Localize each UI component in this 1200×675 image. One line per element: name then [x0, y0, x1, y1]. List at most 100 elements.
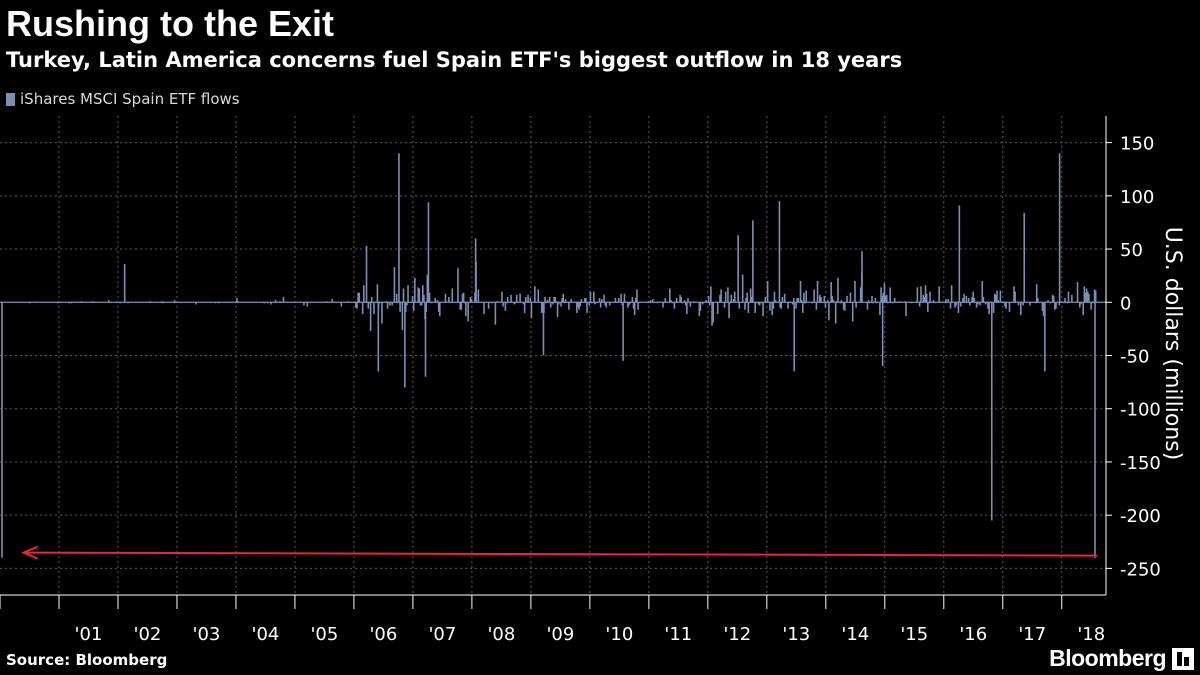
- flow-bar: [787, 302, 789, 309]
- flow-bar: [637, 302, 639, 310]
- flow-bar: [997, 300, 999, 303]
- flow-bar: [470, 299, 473, 303]
- flow-bar: [749, 288, 752, 303]
- flow-bar: [792, 298, 795, 303]
- flow-bar: [357, 292, 359, 303]
- annotation-arrowhead: [21, 545, 38, 560]
- flow-bar: [373, 302, 375, 314]
- flow-bar: [860, 272, 863, 303]
- flow-bar: [984, 302, 987, 305]
- flow-bar: [576, 302, 578, 313]
- flow-bar: [813, 289, 815, 303]
- flow-bar: [620, 293, 622, 303]
- flow-bar: [1052, 295, 1055, 303]
- flow-bar: [771, 302, 773, 316]
- flow-bar: [965, 295, 968, 303]
- flow-bar: [1064, 298, 1066, 303]
- flow-bar: [599, 302, 602, 308]
- flow-bar: [579, 302, 582, 307]
- flow-bar: [1067, 291, 1070, 303]
- flow-bar: [501, 291, 503, 303]
- flow-bar: [741, 274, 744, 303]
- flow-bar: [987, 302, 989, 309]
- y-tick-label: 0: [1120, 293, 1131, 314]
- flow-bar: [544, 296, 546, 303]
- flow-bar: [420, 302, 423, 306]
- flow-bar: [699, 302, 702, 311]
- flow-bar: [803, 292, 805, 303]
- brand-logo: Bloomberg: [1049, 645, 1166, 671]
- grid-lines: [0, 116, 1106, 595]
- y-axis-label: U.S. dollars (millions): [1160, 227, 1185, 461]
- flow-bar: [465, 302, 467, 317]
- flow-bar: [874, 298, 877, 303]
- flow-bar: [1058, 153, 1061, 303]
- flow-bar: [561, 298, 563, 303]
- flow-bar: [513, 302, 516, 305]
- flow-bar: [967, 298, 970, 303]
- flow-bar: [885, 294, 888, 303]
- flow-bar: [1043, 302, 1046, 306]
- flow-bar: [1086, 291, 1089, 303]
- flow-bar: [954, 302, 956, 308]
- flow-bar: [675, 298, 678, 303]
- chart-subtitle: Turkey, Latin America concerns fuel Spai…: [6, 48, 903, 72]
- flow-bar: [799, 280, 802, 303]
- flow-bar: [586, 302, 588, 313]
- flow-bar: [622, 302, 624, 361]
- flow-bar: [673, 302, 676, 309]
- flow-bar: [791, 302, 794, 305]
- flow-bar: [842, 302, 845, 310]
- x-tick-label: '13: [782, 624, 810, 645]
- flow-bar: [993, 293, 996, 303]
- legend-swatch: [6, 92, 15, 106]
- flow-bar: [426, 274, 429, 303]
- flow-bar: [1084, 292, 1087, 303]
- x-tick-label: '02: [134, 624, 162, 645]
- flow-bar: [1058, 302, 1061, 306]
- x-tick-label: '14: [841, 624, 869, 645]
- flow-bar: [274, 300, 277, 303]
- flow-bar: [1017, 302, 1020, 306]
- flow-bar: [992, 302, 995, 313]
- flow-bar: [732, 299, 735, 303]
- flow-bar: [747, 302, 750, 313]
- flow-bar: [1088, 293, 1090, 303]
- x-tick-label: '18: [1077, 624, 1105, 645]
- flow-bar: [568, 302, 570, 310]
- flow-bar: [1051, 294, 1054, 303]
- flow-bar: [882, 292, 885, 303]
- flow-bar: [758, 302, 761, 306]
- x-tick-label: '07: [428, 624, 456, 645]
- flow-bar: [832, 300, 835, 303]
- flow-bar: [819, 294, 821, 303]
- flow-bar: [564, 299, 567, 303]
- x-tick-label: '01: [75, 624, 103, 645]
- flow-bar: [548, 296, 551, 303]
- flow-bar: [608, 302, 611, 306]
- flow-bar: [461, 293, 464, 303]
- y-tick-label: -250: [1120, 559, 1161, 580]
- flow-bar: [920, 286, 922, 303]
- flow-bar: [929, 291, 931, 303]
- flow-bar: [1080, 302, 1082, 305]
- flow-bar: [483, 302, 485, 314]
- flow-bar: [1013, 286, 1015, 303]
- flow-bar: [406, 302, 408, 306]
- flow-bar: [594, 302, 596, 305]
- y-tick-label: 150: [1120, 134, 1154, 155]
- flow-bar: [824, 302, 827, 308]
- x-tick-label: '15: [900, 624, 928, 645]
- flow-bar: [460, 302, 463, 310]
- flow-bar: [1076, 282, 1079, 303]
- flow-bar: [540, 302, 543, 313]
- flow-bar: [733, 291, 736, 303]
- flow-bar: [932, 300, 935, 303]
- flow-bar: [417, 287, 420, 303]
- flow-bar: [922, 294, 925, 303]
- flow-bar: [627, 302, 629, 308]
- flow-bar: [851, 302, 854, 322]
- flow-bar: [766, 280, 769, 303]
- flow-bar: [414, 277, 416, 303]
- flow-bar: [971, 296, 973, 303]
